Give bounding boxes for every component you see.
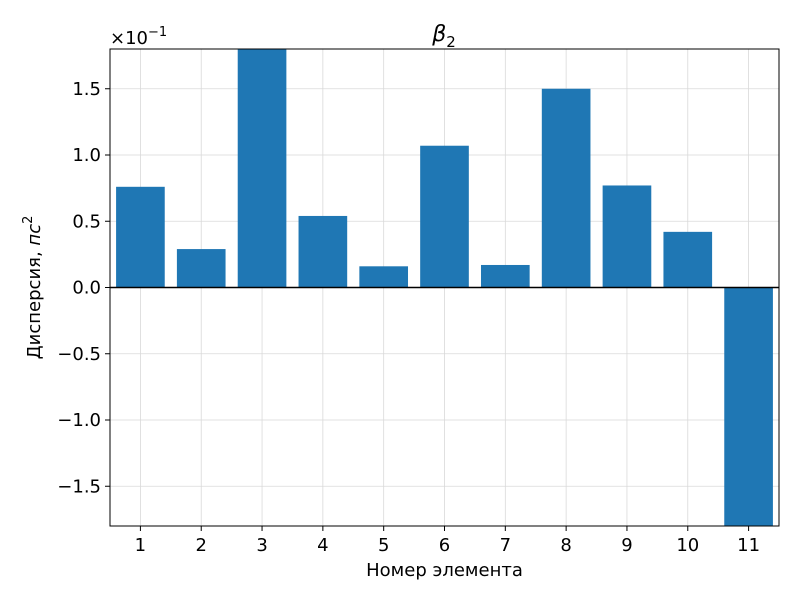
y-tick-label: −1.0	[57, 410, 101, 431]
x-axis-label: Номер элемента	[366, 560, 523, 581]
x-tick-label: 3	[256, 535, 267, 556]
ticks: −1.5 −1.0 −0.5 0.0 0.5 1.0 1.5 1 2 3 4 5 6 7 8 9 10 11	[57, 79, 760, 556]
y-tick-label: 0.0	[72, 278, 101, 299]
bar-11	[724, 287, 773, 526]
x-tick-label: 11	[737, 535, 760, 556]
x-tick-label: 6	[439, 535, 450, 556]
bar-10	[663, 231, 713, 288]
x-tick-label: 4	[317, 535, 328, 556]
y-tick-label: 1.0	[72, 145, 101, 166]
y-tick-label: 1.5	[72, 79, 101, 100]
bar-2	[176, 249, 226, 288]
x-tick-label: 1	[135, 535, 146, 556]
bar-5	[359, 266, 409, 288]
x-tick-label: 9	[621, 535, 632, 556]
bar-6	[420, 145, 469, 288]
y-axis-label-power: 2	[21, 216, 36, 224]
bar-3	[237, 49, 287, 288]
y-tick-label: −0.5	[57, 344, 101, 365]
x-tick-label: 10	[676, 535, 699, 556]
chart-title: β2	[431, 22, 456, 51]
x-tick-label: 7	[500, 535, 511, 556]
axis-multiplier: ×10−1	[110, 25, 167, 49]
x-tick-label: 5	[378, 535, 389, 556]
axis-multiplier-base: ×10	[110, 28, 148, 49]
bar-4	[298, 215, 348, 288]
bar-8	[541, 88, 591, 288]
bars	[116, 49, 773, 526]
bar-1	[116, 186, 165, 288]
y-tick-label: 0.5	[72, 211, 101, 232]
title-subscript: 2	[446, 33, 456, 51]
x-tick-label: 8	[560, 535, 571, 556]
y-axis-label-text: Дисперсия,	[24, 246, 45, 360]
bar-7	[480, 264, 530, 288]
y-axis-label-unit: пс	[24, 224, 45, 246]
bar-9	[602, 185, 652, 288]
y-tick-label: −1.5	[57, 476, 101, 497]
title-symbol: β	[431, 22, 446, 47]
y-axis-label: Дисперсия, пс2	[21, 216, 45, 360]
x-tick-label: 2	[196, 535, 207, 556]
axis-multiplier-power: −1	[148, 25, 167, 40]
